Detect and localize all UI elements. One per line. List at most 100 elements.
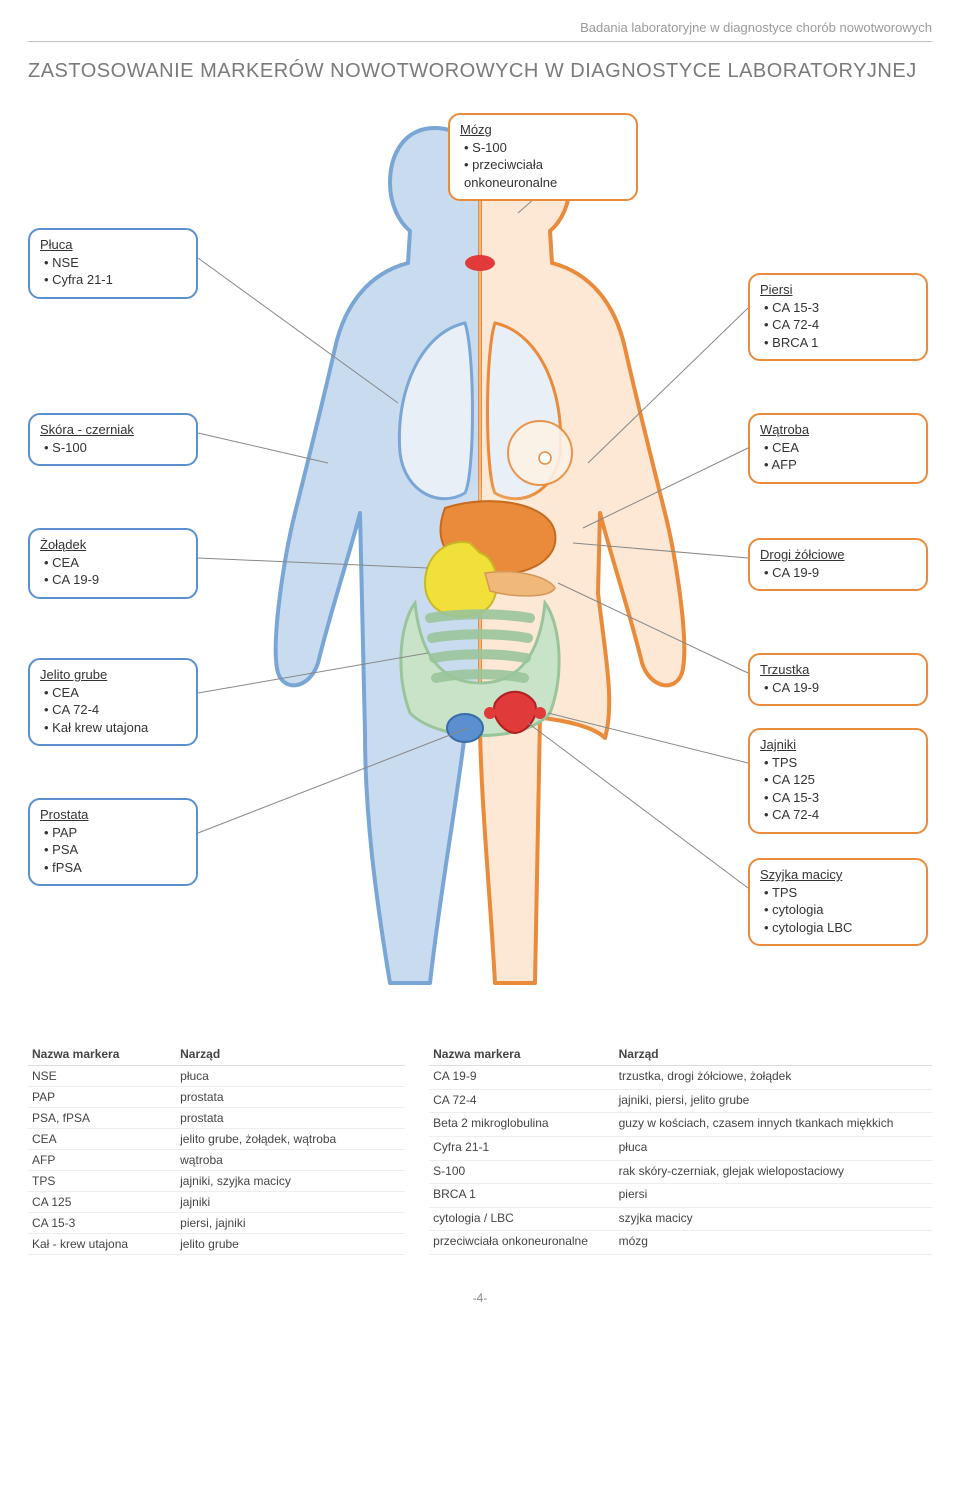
label-item: Kał krew utajona (40, 719, 186, 737)
table-row: BRCA 1piersi (429, 1184, 932, 1208)
body-diagram: MózgS-100przeciwciała onkoneuronalnePier… (28, 113, 932, 1013)
label-zoladek: Żołądek CEACA 19-9 (28, 528, 198, 599)
label-title: Szyjka macicy (760, 867, 842, 882)
page-header: Badania laboratoryjne w diagnostyce chor… (28, 20, 932, 42)
page-number: -4- (28, 1291, 932, 1305)
table-cell: CA 19-9 (429, 1066, 614, 1090)
table-header: Nazwa markera (429, 1043, 614, 1066)
label-title: Prostata (40, 807, 88, 822)
table-row: Kał - krew utajonajelito grube (28, 1234, 405, 1255)
table-header: Narząd (615, 1043, 932, 1066)
label-item: CA 72-4 (760, 316, 916, 334)
label-item: CA 15-3 (760, 299, 916, 317)
label-prostata: Prostata PAPPSAfPSA (28, 798, 198, 886)
label-title: Skóra - czerniak (40, 422, 134, 437)
label-item: CA 19-9 (40, 571, 186, 589)
label-szyjka: Szyjka macicy TPScytologiacytologia LBC (748, 858, 928, 946)
label-item: fPSA (40, 859, 186, 877)
label-title: Piersi (760, 282, 793, 297)
label-item: CA 72-4 (760, 806, 916, 824)
table-cell: BRCA 1 (429, 1184, 614, 1208)
label-item: AFP (760, 456, 916, 474)
label-title: Żołądek (40, 537, 86, 552)
table-cell: jelito grube (176, 1234, 405, 1255)
table-cell: AFP (28, 1150, 176, 1171)
label-title: Jajniki (760, 737, 796, 752)
table-row: CA 15-3piersi, jajniki (28, 1213, 405, 1234)
label-title: Trzustka (760, 662, 809, 677)
label-drogi: Drogi żółcioweCA 19-9 (748, 538, 928, 591)
table-cell: płuca (615, 1136, 932, 1160)
label-item: S-100 (40, 439, 186, 457)
label-item: CA 125 (760, 771, 916, 789)
label-piersi: Piersi CA 15-3CA 72-4BRCA 1 (748, 273, 928, 361)
label-item: CEA (40, 554, 186, 572)
table-row: CA 19-9trzustka, drogi żółciowe, żołądek (429, 1066, 932, 1090)
label-title: Drogi żółciowe (760, 547, 845, 562)
table-cell: S-100 (429, 1160, 614, 1184)
table-cell: Kał - krew utajona (28, 1234, 176, 1255)
table-header: Nazwa markera (28, 1043, 176, 1066)
table-row: PAPprostata (28, 1087, 405, 1108)
label-pluca: Płuca NSECyfra 21-1 (28, 228, 198, 299)
table-cell: szyjka macicy (615, 1207, 932, 1231)
label-item: Cyfra 21-1 (40, 271, 186, 289)
table-cell: CEA (28, 1129, 176, 1150)
table-cell: płuca (176, 1066, 405, 1087)
label-title: Jelito grube (40, 667, 107, 682)
table-cell: jajniki (176, 1192, 405, 1213)
table-cell: PSA, fPSA (28, 1108, 176, 1129)
label-item: cytologia (760, 901, 916, 919)
table-cell: Cyfra 21-1 (429, 1136, 614, 1160)
table-cell: prostata (176, 1087, 405, 1108)
table-cell: rak skóry-czerniak, glejak wielopostacio… (615, 1160, 932, 1184)
table-cell: jelito grube, żołądek, wątroba (176, 1129, 405, 1150)
table-cell: NSE (28, 1066, 176, 1087)
table-cell: TPS (28, 1171, 176, 1192)
label-jelito: Jelito grubeCEACA 72-4Kał krew utajona (28, 658, 198, 746)
label-item: NSE (40, 254, 186, 272)
table-cell: guzy w kościach, czasem innych tkankach … (615, 1113, 932, 1137)
label-trzustka: Trzustka CA 19-9 (748, 653, 928, 706)
label-item: CA 19-9 (760, 679, 916, 697)
table-row: cytologia / LBCszyjka macicy (429, 1207, 932, 1231)
table-right: Nazwa markeraNarząd CA 19-9trzustka, dro… (429, 1043, 932, 1255)
table-row: TPSjajniki, szyjka macicy (28, 1171, 405, 1192)
label-item: przeciwciała onkoneuronalne (460, 156, 626, 191)
label-item: TPS (760, 884, 916, 902)
label-item: cytologia LBC (760, 919, 916, 937)
table-row: S-100rak skóry-czerniak, glejak wielopos… (429, 1160, 932, 1184)
label-item: TPS (760, 754, 916, 772)
table-row: Cyfra 21-1płuca (429, 1136, 932, 1160)
table-cell: cytologia / LBC (429, 1207, 614, 1231)
label-item: CEA (760, 439, 916, 457)
table-cell: PAP (28, 1087, 176, 1108)
table-cell: CA 125 (28, 1192, 176, 1213)
table-cell: przeciwciała onkoneuronalne (429, 1231, 614, 1255)
label-item: S-100 (460, 139, 626, 157)
table-cell: piersi, jajniki (176, 1213, 405, 1234)
tables-container: Nazwa markeraNarząd NSEpłucaPAPprostataP… (28, 1043, 932, 1255)
table-cell: Beta 2 mikroglobulina (429, 1113, 614, 1137)
label-item: CA 15-3 (760, 789, 916, 807)
label-item: PSA (40, 841, 186, 859)
label-skora: Skóra - czerniak S-100 (28, 413, 198, 466)
table-cell: piersi (615, 1184, 932, 1208)
table-row: CA 72-4jajniki, piersi, jelito grube (429, 1089, 932, 1113)
table-cell: jajniki, szyjka macicy (176, 1171, 405, 1192)
table-row: przeciwciała onkoneuronalnemózg (429, 1231, 932, 1255)
main-title: ZASTOSOWANIE MARKERÓW NOWOTWOROWYCH W DI… (28, 60, 932, 83)
label-title: Mózg (460, 122, 492, 137)
label-jajniki: Jajniki TPSCA 125CA 15-3CA 72-4 (748, 728, 928, 834)
table-row: AFPwątroba (28, 1150, 405, 1171)
label-item: BRCA 1 (760, 334, 916, 352)
label-title: Płuca (40, 237, 73, 252)
table-left: Nazwa markeraNarząd NSEpłucaPAPprostataP… (28, 1043, 405, 1255)
label-title: Wątroba (760, 422, 809, 437)
table-header: Narząd (176, 1043, 405, 1066)
label-mozg: Mózg S-100przeciwciała onkoneuronalne (448, 113, 638, 201)
table-cell: CA 15-3 (28, 1213, 176, 1234)
table-row: PSA, fPSAprostata (28, 1108, 405, 1129)
table-row: CA 125jajniki (28, 1192, 405, 1213)
label-item: PAP (40, 824, 186, 842)
